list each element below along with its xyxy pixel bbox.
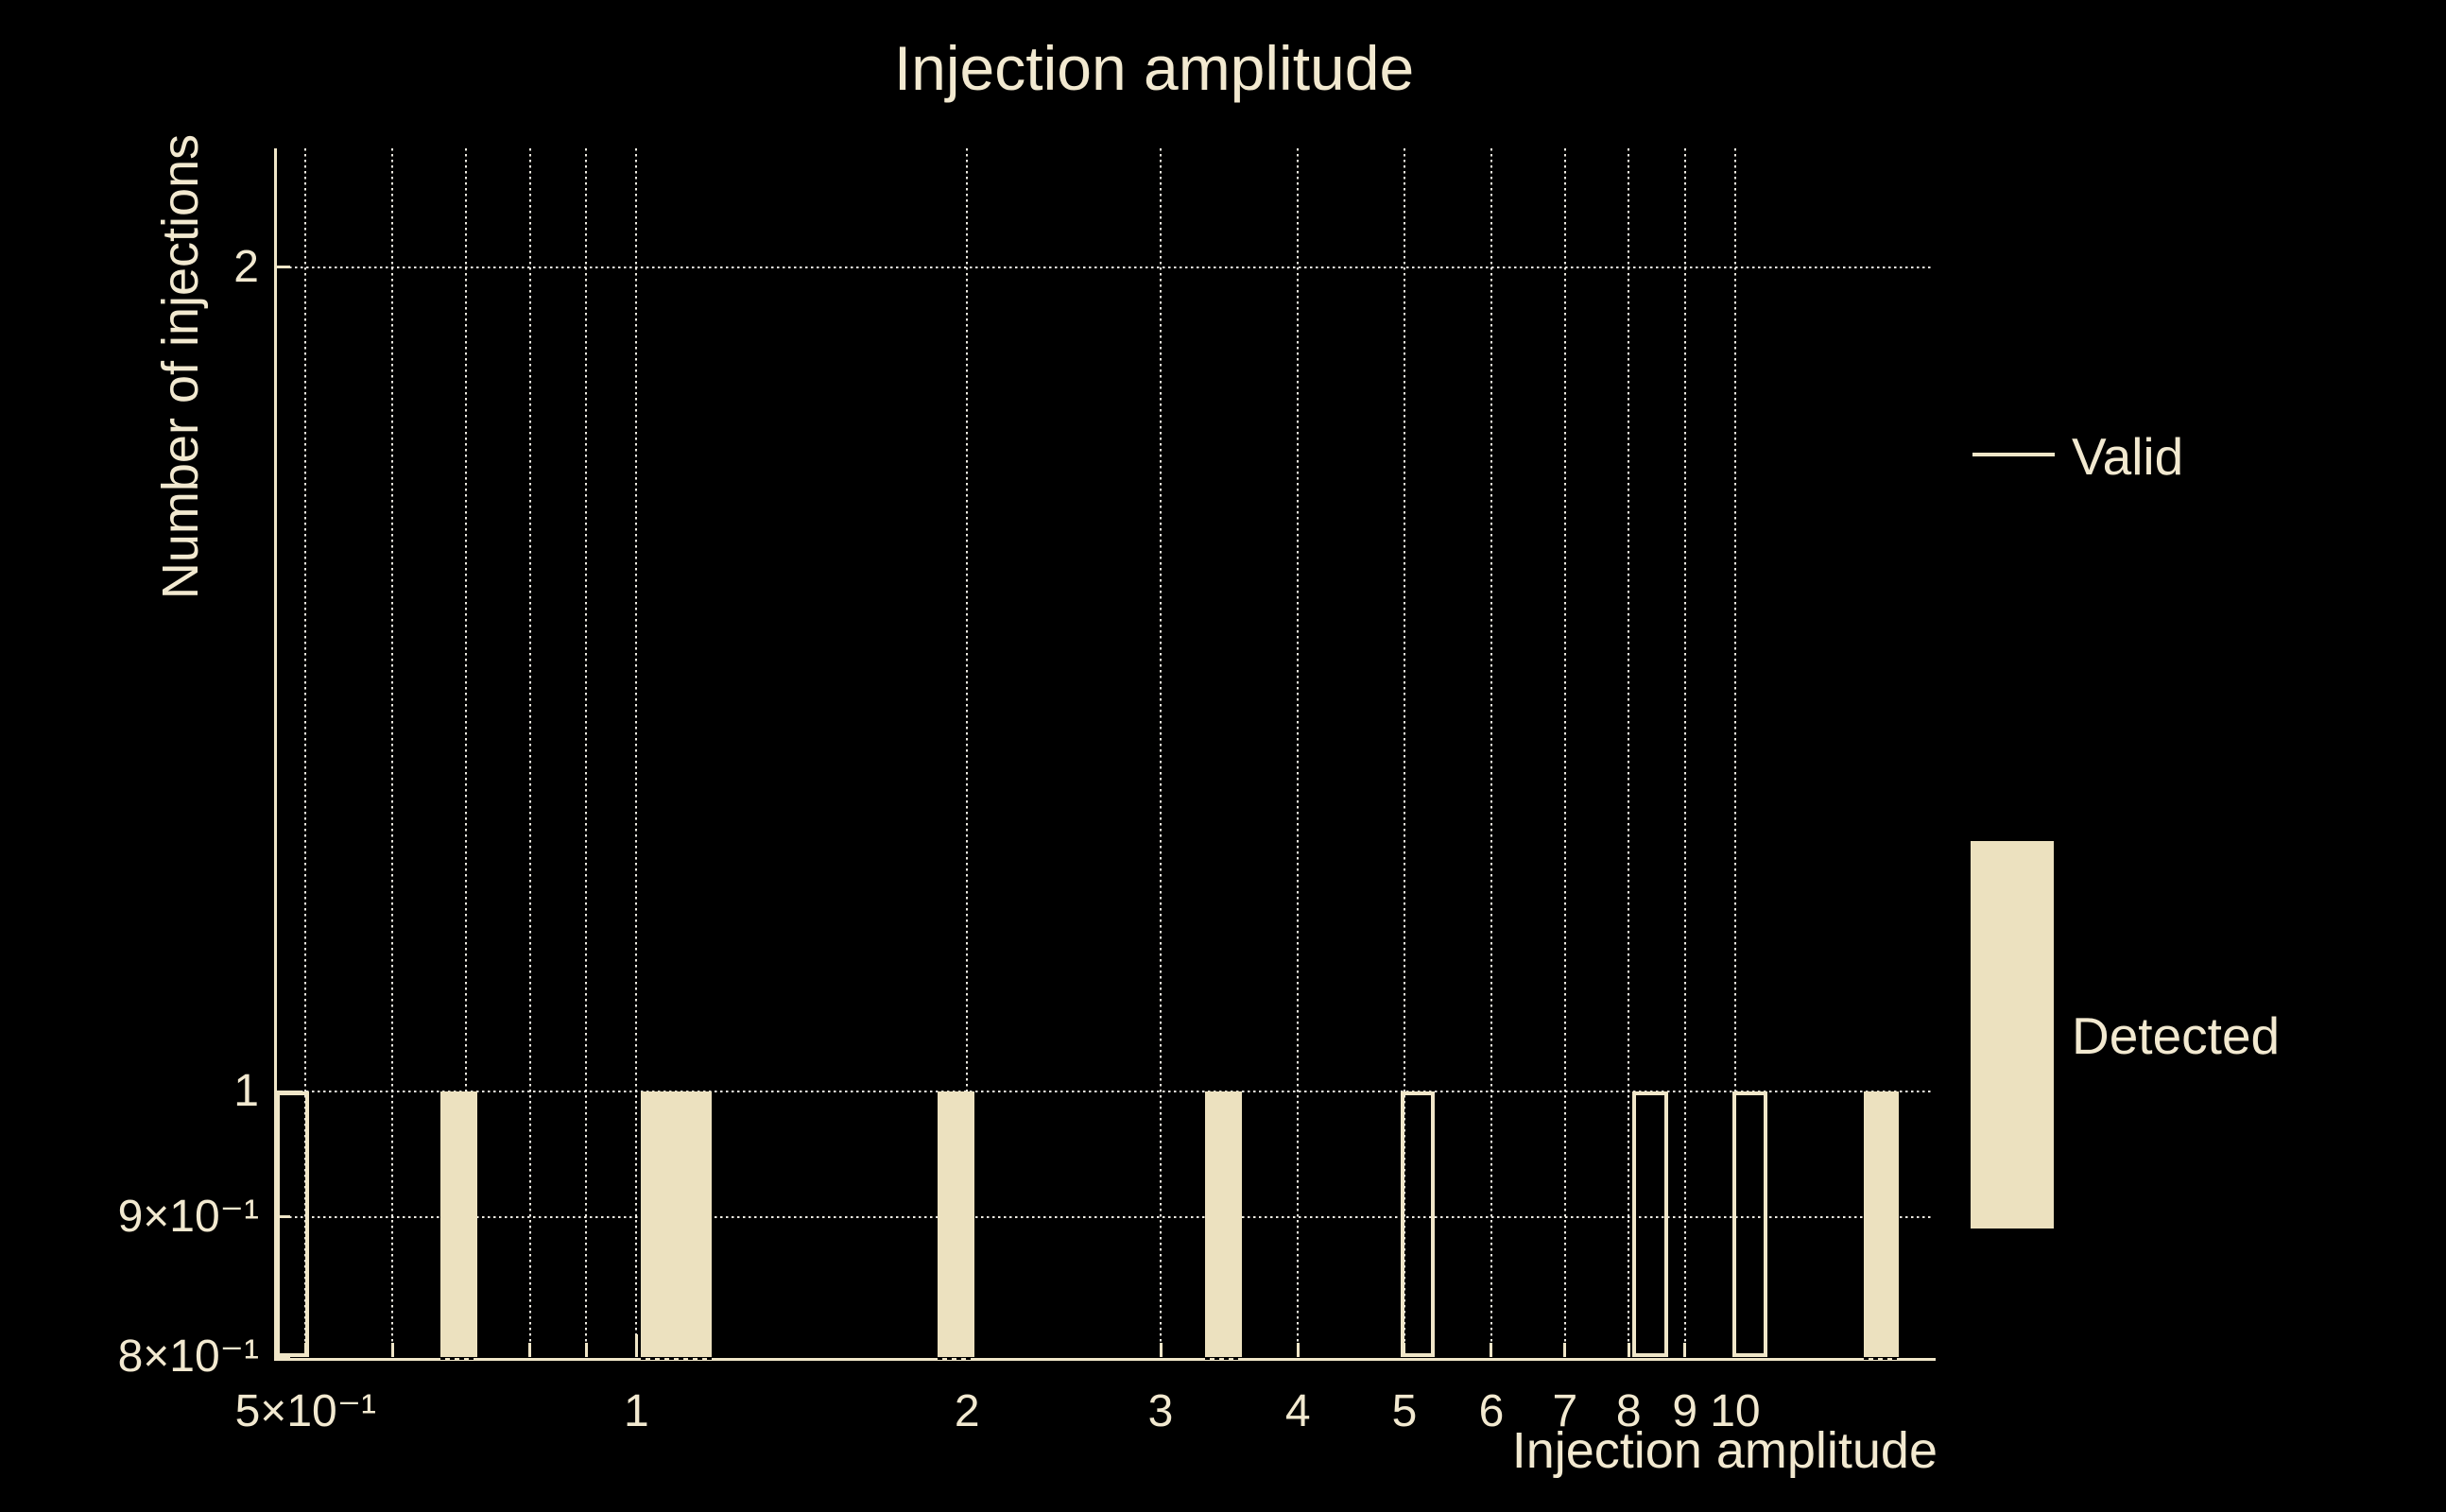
x-tick-label: 7 <box>1552 1386 1578 1436</box>
x-tick-mark <box>1403 1343 1406 1357</box>
x-gridline <box>528 148 531 1357</box>
y-tick-label: 8×10⁻¹ <box>117 1332 259 1382</box>
bar-base-dotted-mark <box>938 1357 974 1360</box>
histogram-bar-detected <box>439 1091 478 1357</box>
x-gridline <box>465 148 468 1357</box>
x-tick-label: 1 <box>623 1386 649 1436</box>
x-gridline <box>966 148 969 1357</box>
histogram-bar-valid <box>1632 1091 1668 1357</box>
bar-base-dotted-mark <box>641 1357 712 1360</box>
x-gridline <box>1733 148 1736 1357</box>
x-gridline <box>304 148 307 1357</box>
x-axis-spine <box>274 1358 1936 1361</box>
x-tick-label: 5×10⁻¹ <box>234 1386 377 1436</box>
legend-label-valid: Valid <box>2072 427 2184 486</box>
x-gridline <box>1490 148 1492 1357</box>
x-axis-label: Injection amplitude <box>1511 1422 1938 1479</box>
legend-valid-line-sample <box>1972 453 2055 456</box>
legend-label-detected: Detected <box>2072 1006 2281 1065</box>
y-tick-mark <box>275 266 290 269</box>
x-tick-mark <box>1159 1343 1163 1357</box>
bar-base-dotted-mark <box>1864 1357 1900 1360</box>
histogram-bar-valid <box>276 1091 310 1357</box>
y-gridline <box>278 1215 1934 1218</box>
x-gridline <box>1628 148 1630 1357</box>
x-tick-mark <box>390 1343 394 1357</box>
x-tick-label: 10 <box>1710 1386 1761 1436</box>
y-tick-label: 1 <box>233 1066 259 1117</box>
y-tick-label: 2 <box>233 241 259 292</box>
legend-detected-patch-sample <box>1971 841 2054 1228</box>
chart-title: Injection amplitude <box>893 33 1415 103</box>
x-tick-mark <box>1683 1343 1687 1357</box>
histogram-bar-valid <box>1731 1091 1768 1357</box>
y-tick-mark <box>275 1215 290 1219</box>
x-tick-mark <box>634 1334 638 1357</box>
x-tick-label: 9 <box>1672 1386 1698 1436</box>
x-tick-mark <box>1296 1343 1300 1357</box>
x-gridline <box>1563 148 1566 1357</box>
y-tick-label: 9×10⁻¹ <box>117 1191 259 1242</box>
x-tick-label: 5 <box>1391 1386 1418 1436</box>
x-tick-label: 6 <box>1478 1386 1505 1436</box>
y-axis-spine <box>274 148 277 1361</box>
x-tick-label: 2 <box>954 1386 980 1436</box>
x-tick-label: 3 <box>1147 1386 1174 1436</box>
x-tick-mark <box>528 1343 532 1357</box>
y-tick-mark <box>275 1355 290 1359</box>
x-tick-mark <box>1490 1343 1493 1357</box>
x-tick-label: 8 <box>1615 1386 1642 1436</box>
bar-base-dotted-mark <box>439 1357 478 1360</box>
x-tick-label: 4 <box>1284 1386 1311 1436</box>
x-gridline <box>635 148 638 1357</box>
bar-base-dotted-mark <box>1204 1357 1243 1360</box>
x-gridline <box>1403 148 1405 1357</box>
y-axis-label: Number of injections <box>152 133 209 600</box>
histogram-bar-detected <box>938 1091 974 1357</box>
histogram-bar-detected <box>641 1091 712 1357</box>
x-gridline <box>585 148 588 1357</box>
y-gridline <box>278 266 1934 268</box>
x-gridline <box>1297 148 1300 1357</box>
histogram-bar-valid <box>1400 1091 1436 1357</box>
x-tick-mark <box>1563 1343 1567 1357</box>
histogram-bar-detected <box>1864 1091 1900 1357</box>
x-gridline <box>1683 148 1686 1357</box>
x-tick-mark <box>1627 1343 1630 1357</box>
y-gridline <box>278 1091 1934 1093</box>
histogram-bar-detected <box>1204 1091 1243 1357</box>
x-gridline <box>1160 148 1162 1357</box>
x-gridline <box>391 148 394 1357</box>
x-tick-mark <box>584 1343 588 1357</box>
